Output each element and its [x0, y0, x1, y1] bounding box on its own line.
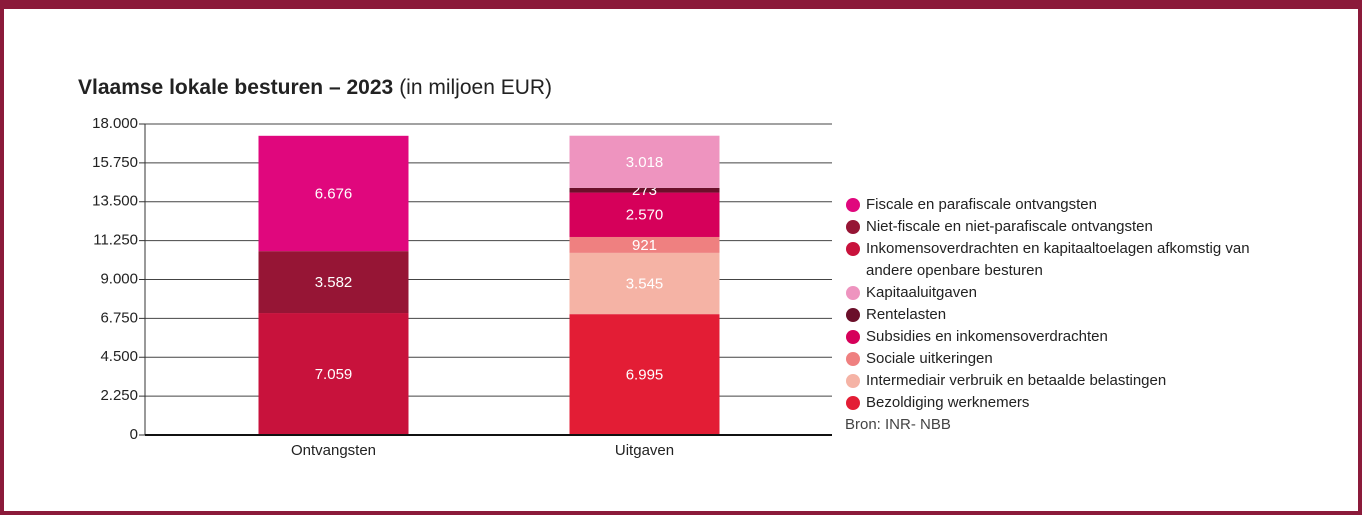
- legend-item: Inkomensoverdrachten en kapitaaltoelagen…: [845, 238, 1294, 282]
- bar-segment: [569, 187, 720, 193]
- y-tick-label: 13.500: [92, 193, 138, 210]
- legend-label: Sociale uitkeringen: [866, 350, 993, 367]
- y-tick-label: 2.250: [100, 387, 138, 404]
- data-label: 3.545: [626, 275, 664, 292]
- bar-segment: [258, 313, 409, 435]
- legend-item: Subsidies en inkomensoverdrachten: [845, 326, 1294, 348]
- y-tick-label: 6.750: [100, 309, 138, 326]
- data-label: 3.582: [315, 274, 353, 291]
- legend-marker: [846, 286, 860, 300]
- y-tick-label: 0: [130, 426, 138, 443]
- x-tick-label: Uitgaven: [615, 442, 674, 459]
- chart-subtitle: (in miljoen EUR): [399, 76, 552, 99]
- legend-label: Niet-fiscale en niet-parafiscale ontvang…: [866, 218, 1153, 235]
- bar-segment: [569, 236, 720, 253]
- legend-item: Rentelasten: [845, 304, 1294, 326]
- bar-segment: [258, 251, 409, 314]
- legend-marker: [846, 308, 860, 322]
- legend-item: Intermediair verbruik en betaalde belast…: [845, 370, 1294, 392]
- legend-label: Inkomensoverdrachten en kapitaaltoelagen…: [866, 240, 1250, 279]
- legend-label: Kapitaaluitgaven: [866, 284, 977, 301]
- bar-segment: [569, 192, 720, 237]
- legend-marker: [846, 352, 860, 366]
- legend-marker: [846, 374, 860, 388]
- legend-marker: [846, 242, 860, 256]
- legend-label: Bezoldiging werknemers: [866, 394, 1030, 411]
- legend: Fiscale en parafiscale ontvangsten Niet-f…: [845, 194, 1294, 436]
- legend-label: Fiscale en parafiscale ontvangsten: [866, 196, 1097, 213]
- x-tick-label: Ontvangsten: [291, 442, 376, 459]
- legend-item: Niet-fiscale en niet-parafiscale ontvang…: [845, 216, 1294, 238]
- y-tick-label: 18.000: [92, 115, 138, 132]
- chart-title: Vlaamse lokale besturen – 2023: [78, 76, 393, 99]
- legend-label: Intermediair verbruik en betaalde belast…: [866, 372, 1167, 389]
- bar-segment: [569, 135, 720, 188]
- source: Bron: INR- NBB: [845, 416, 951, 433]
- bar-segment: [569, 314, 720, 435]
- legend-marker: [846, 330, 860, 344]
- legend-item: Kapitaaluitgaven: [845, 282, 1294, 304]
- y-tick-label: 9.000: [100, 270, 138, 287]
- y-tick-label: 11.250: [93, 232, 138, 249]
- data-label: 921: [632, 237, 657, 254]
- legend-item: Bezoldiging werknemers: [845, 392, 1294, 414]
- data-label: 7.059: [315, 366, 353, 383]
- legend-item: Sociale uitkeringen: [845, 348, 1294, 370]
- data-label: 6.676: [315, 185, 353, 202]
- chart-title-group: Vlaamse lokale besturen – 2023 (in miljoe…: [78, 76, 552, 99]
- bar-segment: [258, 135, 409, 252]
- y-tick-label: 4.500: [100, 348, 138, 365]
- legend-marker: [846, 396, 860, 410]
- legend-marker: [846, 220, 860, 234]
- data-label: 3.018: [626, 154, 664, 171]
- legend-item: Fiscale en parafiscale ontvangsten: [845, 194, 1294, 216]
- data-label: 6.995: [626, 367, 664, 384]
- y-tick-label: 15.750: [92, 154, 138, 171]
- legend-label: Subsidies en inkomensoverdrachten: [866, 328, 1108, 345]
- legend-label: Rentelasten: [866, 306, 947, 323]
- bar-segment: [569, 252, 720, 315]
- legend-marker: [846, 198, 860, 212]
- data-label: 2.570: [626, 207, 664, 224]
